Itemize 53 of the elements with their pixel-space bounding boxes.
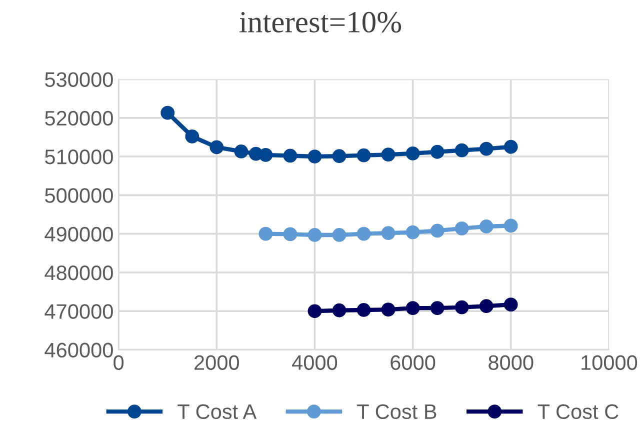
point [504, 298, 518, 312]
point [332, 228, 346, 242]
chart-title: interest=10% [240, 12, 402, 33]
y-tick-label: 470000 [44, 304, 113, 319]
y-tick-label: 530000 [45, 72, 113, 87]
point [185, 129, 200, 144]
x-tick-label: 4000 [292, 355, 338, 370]
point [406, 301, 420, 315]
legend-label: T Cost C [538, 404, 618, 420]
y-tick-label: 500000 [45, 188, 113, 203]
x-tick-label: 8000 [488, 355, 534, 370]
point [332, 303, 346, 318]
point [430, 224, 444, 238]
x-tick-label: 10000 [582, 355, 638, 370]
point [430, 301, 444, 315]
legend-label: T Cost A [178, 404, 257, 420]
point [234, 144, 248, 158]
point [308, 150, 322, 164]
point [479, 142, 494, 156]
point [356, 303, 371, 317]
y-tick-label: 480000 [44, 265, 113, 280]
legend-label: T Cost B [357, 404, 436, 420]
point [210, 140, 224, 154]
point [160, 106, 175, 120]
point [258, 226, 273, 241]
point [283, 148, 298, 163]
point [381, 226, 396, 240]
y-tick-label: 520000 [45, 110, 113, 126]
y-tick-label: 460000 [44, 342, 113, 358]
x-tick-label: 0 [114, 355, 124, 370]
y-tick-label: 510000 [45, 150, 113, 164]
point [454, 143, 469, 158]
point [479, 299, 494, 314]
point [308, 304, 322, 318]
x-tick-label: 2000 [194, 355, 240, 370]
point [258, 148, 273, 162]
point [381, 148, 396, 162]
point [479, 220, 494, 234]
x-tick-label: 6000 [390, 355, 436, 370]
point [504, 218, 518, 233]
point [406, 146, 420, 160]
point [381, 302, 396, 317]
point [332, 149, 346, 164]
point [454, 300, 469, 314]
point [356, 226, 371, 241]
point [504, 140, 518, 154]
y-tick-label: 490000 [44, 226, 113, 242]
point [430, 144, 444, 159]
point [406, 225, 420, 240]
point [356, 148, 371, 162]
point [454, 221, 469, 236]
point [283, 227, 298, 242]
point [308, 228, 322, 242]
